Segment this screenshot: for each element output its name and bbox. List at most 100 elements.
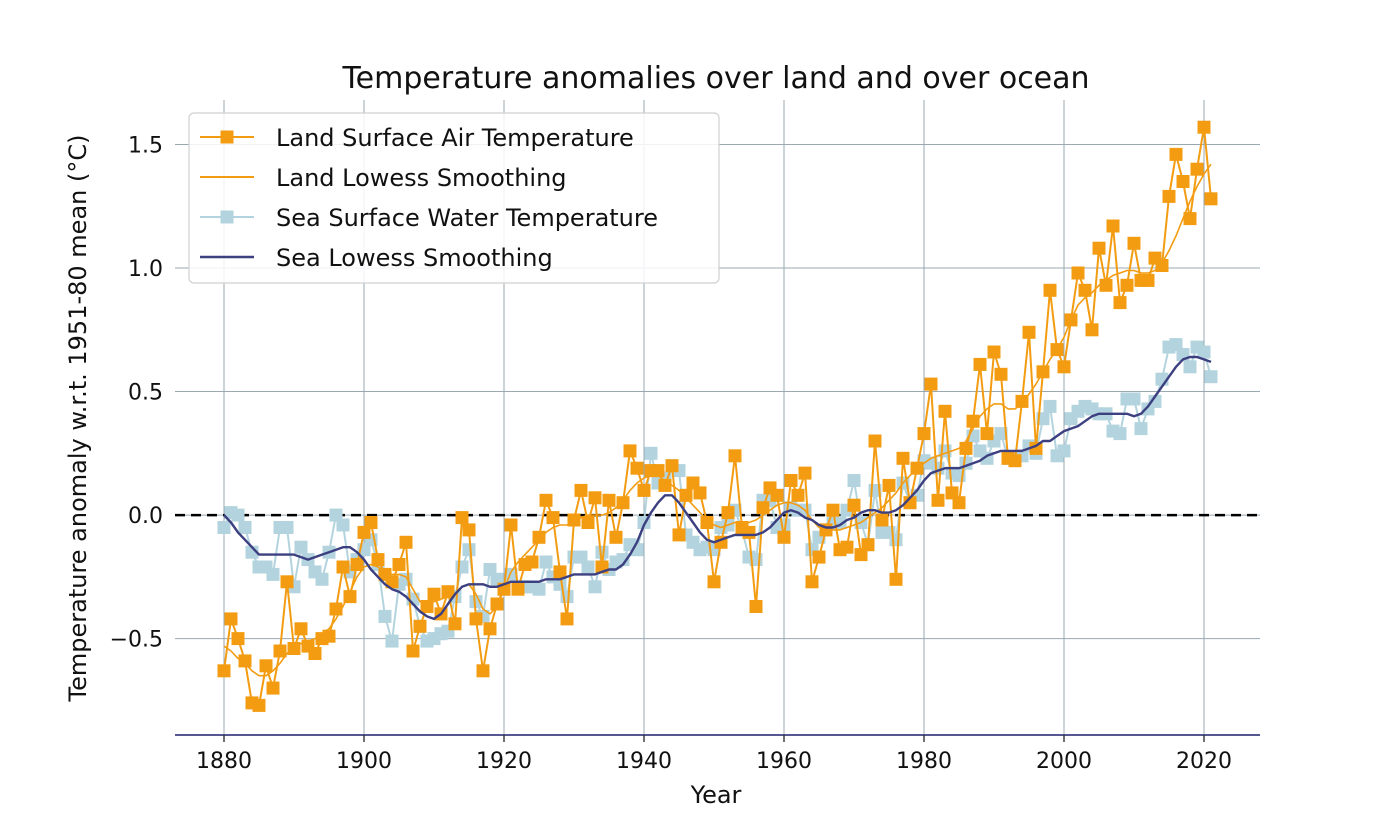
point-land-temperature (1085, 323, 1099, 337)
point-land-temperature (224, 612, 238, 626)
x-tick-label: 1920 (476, 749, 532, 774)
y-tick-label: 1.5 (128, 133, 163, 158)
point-land-temperature (609, 530, 623, 544)
point-land-temperature (889, 572, 903, 586)
point-land-temperature (770, 488, 784, 502)
point-land-temperature (616, 496, 630, 510)
legend-label: Land Lowess Smoothing (276, 164, 567, 192)
point-land-temperature (511, 582, 525, 596)
point-land-temperature (231, 632, 245, 646)
point-land-temperature (399, 535, 413, 549)
point-land-temperature (721, 506, 735, 520)
series-layer (217, 120, 1218, 712)
point-land-temperature (532, 530, 546, 544)
point-land-temperature (266, 681, 280, 695)
point-land-temperature (469, 612, 483, 626)
point-land-temperature (588, 491, 602, 505)
point-land-temperature (1057, 360, 1071, 374)
point-land-temperature (693, 486, 707, 500)
point-sea-temperature (532, 582, 546, 596)
point-land-temperature (581, 516, 595, 529)
point-sea-temperature (1183, 360, 1197, 374)
series-line-sea-temperature (223, 343, 1212, 643)
point-land-temperature (994, 367, 1008, 381)
x-axis-label: Year (690, 781, 742, 809)
point-land-temperature (812, 550, 826, 564)
point-land-temperature (973, 357, 987, 371)
legend-entry: Sea Lowess Smoothing (200, 244, 553, 272)
point-land-temperature (686, 476, 700, 490)
point-land-temperature (329, 602, 343, 616)
x-tick-label: 1960 (756, 749, 812, 774)
point-sea-temperature (504, 567, 518, 581)
point-land-temperature (847, 498, 861, 512)
point-land-temperature (875, 513, 889, 527)
point-land-temperature (1092, 241, 1106, 255)
point-land-temperature (364, 516, 378, 529)
point-land-temperature (539, 493, 553, 507)
legend-entry: Land Lowess Smoothing (200, 164, 567, 192)
point-land-temperature (1113, 296, 1127, 310)
x-tick-label: 1940 (616, 749, 672, 774)
point-land-temperature (546, 511, 560, 525)
point-sea-temperature (616, 553, 630, 567)
x-tick-label: 2020 (1176, 749, 1232, 774)
point-land-temperature (959, 441, 973, 455)
point-land-temperature (357, 525, 371, 539)
point-sea-temperature (329, 508, 343, 522)
point-land-temperature (1120, 278, 1134, 292)
y-axis-ticks: −0.5 0.0 0.5 1.0 1.5 (110, 133, 163, 652)
point-land-temperature (917, 427, 931, 441)
point-land-temperature (1029, 441, 1043, 455)
series-line-land-lowess (223, 163, 1212, 677)
legend-label: Sea Surface Water Temperature (276, 204, 658, 232)
point-land-temperature (861, 538, 875, 552)
point-land-temperature (651, 464, 665, 478)
point-land-temperature (350, 558, 364, 571)
point-sea-temperature (385, 634, 399, 648)
point-sea-temperature (994, 427, 1008, 441)
point-land-temperature (1071, 266, 1085, 280)
point-land-temperature (1155, 259, 1169, 272)
series-line-sea-lowess (223, 355, 1212, 621)
point-sea-temperature (490, 572, 504, 586)
legend-entry: Land Surface Air Temperature (200, 124, 634, 152)
point-sea-temperature (1127, 392, 1141, 406)
point-land-temperature (728, 449, 742, 463)
point-land-temperature (623, 444, 637, 458)
point-sea-temperature (1134, 422, 1148, 436)
point-land-temperature (1141, 273, 1155, 287)
point-land-temperature (336, 560, 350, 574)
point-sea-temperature (588, 580, 602, 594)
point-land-temperature (987, 345, 1001, 359)
point-sea-temperature (315, 572, 329, 586)
point-land-temperature (1176, 175, 1190, 188)
point-sea-temperature (294, 540, 308, 554)
point-land-temperature (952, 496, 966, 510)
point-sea-temperature (469, 595, 483, 609)
point-sea-temperature (1057, 444, 1071, 458)
point-land-temperature (308, 647, 322, 660)
point-land-temperature (945, 486, 959, 500)
point-land-temperature (280, 575, 294, 589)
point-sea-temperature (1197, 345, 1211, 359)
y-tick-label: −0.5 (110, 628, 163, 653)
point-sea-temperature (266, 567, 280, 581)
point-land-temperature (1162, 189, 1176, 203)
point-land-temperature (1197, 120, 1211, 134)
legend: Land Surface Air Temperature Land Lowess … (188, 112, 720, 284)
point-land-temperature (448, 617, 462, 631)
point-land-temperature (406, 644, 420, 658)
point-land-temperature (574, 483, 588, 497)
y-axis-label: Temperature anomaly w.r.t. 1951-80 mean … (64, 135, 92, 703)
y-tick-label: 0.5 (128, 381, 163, 406)
point-land-temperature (322, 629, 336, 643)
point-sea-temperature (217, 521, 231, 534)
y-tick-label: 1.0 (128, 257, 163, 282)
point-land-temperature (427, 587, 441, 601)
point-land-temperature (791, 488, 805, 502)
point-land-temperature (868, 434, 882, 448)
point-land-temperature (700, 516, 714, 529)
point-sea-temperature (1204, 370, 1218, 384)
